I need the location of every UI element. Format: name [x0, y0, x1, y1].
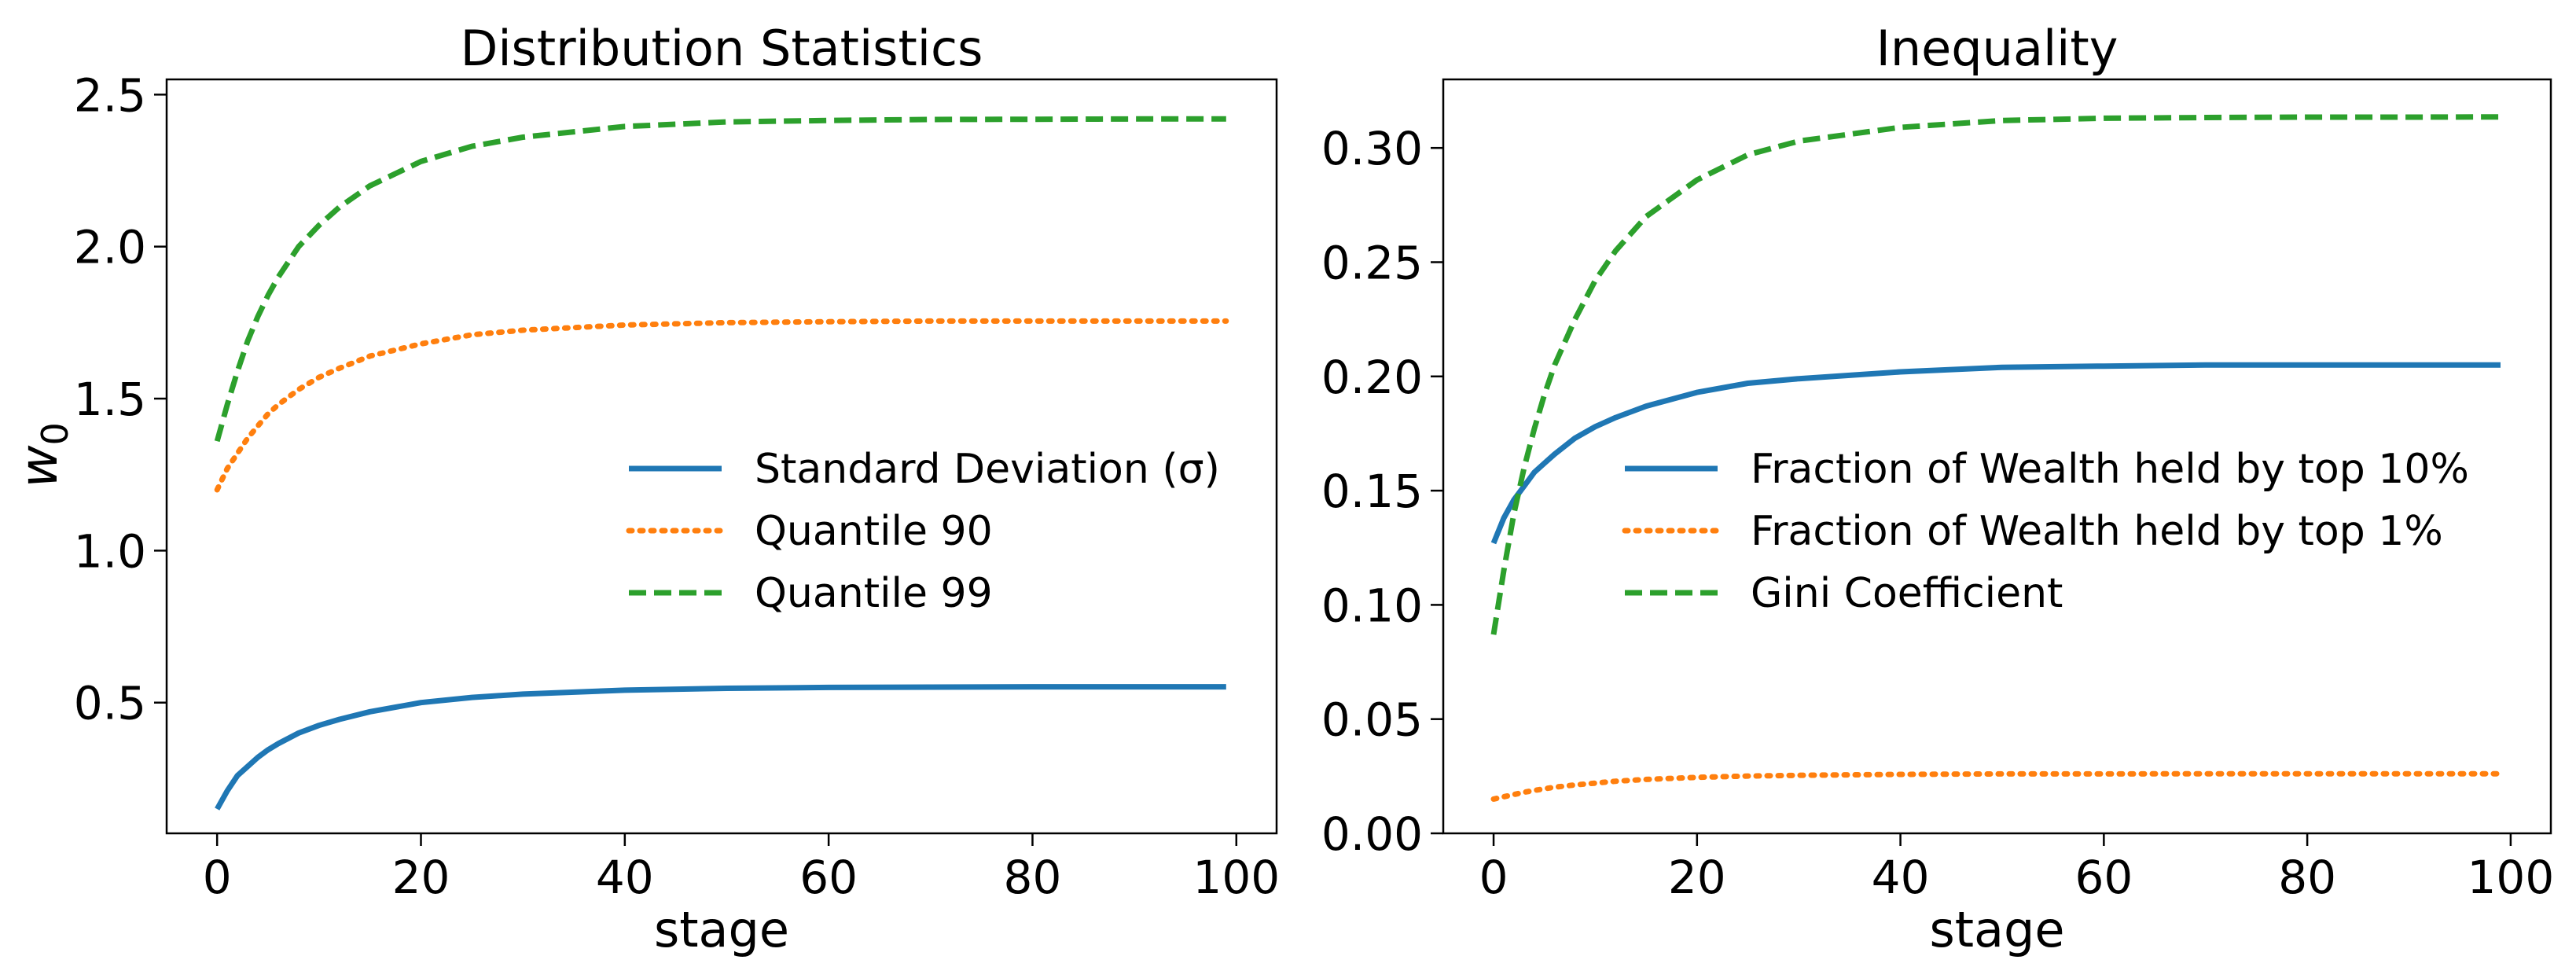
series-line-quantile-90 [214, 318, 1229, 493]
y-tick-label: 0.15 [1321, 465, 1423, 518]
x-axis-label: stage [654, 901, 789, 958]
x-tick-label: 100 [2468, 851, 2555, 904]
y-tick-label: 1.5 [74, 373, 146, 426]
series-line-fraction-of-wealth-held-by-top-10 [1490, 362, 2501, 545]
y-tick-label: 0.10 [1321, 579, 1423, 632]
series-line-quantile-99 [214, 116, 1226, 443]
legend: Fraction of Wealth held by top 10% Fracti… [1622, 446, 2469, 617]
legend-label: Quantile 90 [755, 508, 993, 555]
x-tick-label: 80 [2278, 851, 2336, 904]
legend-label: Fraction of Wealth held by top 10% [1751, 446, 2469, 493]
series-line-gini-coefficient [1490, 114, 2501, 635]
y-tick-label: 0.05 [1321, 693, 1423, 747]
plot-frame [165, 78, 1278, 835]
x-tick-label: 40 [1872, 851, 1930, 904]
x-axis-label: stage [1929, 901, 2064, 958]
legend-label: Fraction of Wealth held by top 1% [1751, 508, 2443, 555]
y-axis-label-base: w [9, 445, 69, 488]
x-tick-label: 100 [1192, 851, 1280, 904]
legend-label: Standard Deviation (σ) [755, 446, 1220, 493]
legend-label: Quantile 99 [755, 570, 993, 617]
chart-title: Inequality [1876, 20, 2118, 77]
series-line-standard-deviation [215, 684, 1226, 811]
x-tick-label: 80 [1004, 851, 1062, 904]
y-tick-label: 0.00 [1321, 807, 1423, 861]
y-tick-label: 0.5 [74, 677, 146, 730]
y-tick-label: 2.0 [74, 221, 146, 274]
y-tick-label: 0.20 [1321, 351, 1423, 404]
plot-frame [1442, 78, 2552, 835]
x-tick-label: 60 [799, 851, 858, 904]
chart-panel-inequality: Inequality 0 20 40 60 80 100 0.00 0.05 0.10 0.15 0.… [1321, 20, 2554, 958]
chart-panel-distribution-statistics: Distribution Statistics 0 20 40 60 80 100 0.5 1.… [9, 20, 1280, 958]
x-tick-label: 20 [392, 851, 450, 904]
chart-title: Distribution Statistics [461, 20, 983, 77]
legend: Standard Deviation (σ) Quantile 90 Quantil… [626, 446, 1220, 617]
series-line-fraction-of-wealth-held-by-top-1 [1490, 770, 2504, 802]
x-tick-label: 0 [1479, 851, 1508, 904]
x-tick-label: 20 [1668, 851, 1726, 904]
x-tick-label: 0 [203, 851, 232, 904]
y-tick-label: 0.25 [1321, 236, 1423, 289]
x-tick-label: 40 [596, 851, 654, 904]
y-axis-label: w0 [9, 422, 76, 487]
y-tick-label: 0.30 [1321, 122, 1423, 175]
y-axis-label-subscript: 0 [34, 422, 76, 445]
x-tick-label: 60 [2074, 851, 2133, 904]
y-tick-label: 2.5 [74, 68, 146, 122]
y-tick-label: 1.0 [74, 524, 146, 578]
legend-label: Gini Coefficient [1751, 570, 2063, 617]
